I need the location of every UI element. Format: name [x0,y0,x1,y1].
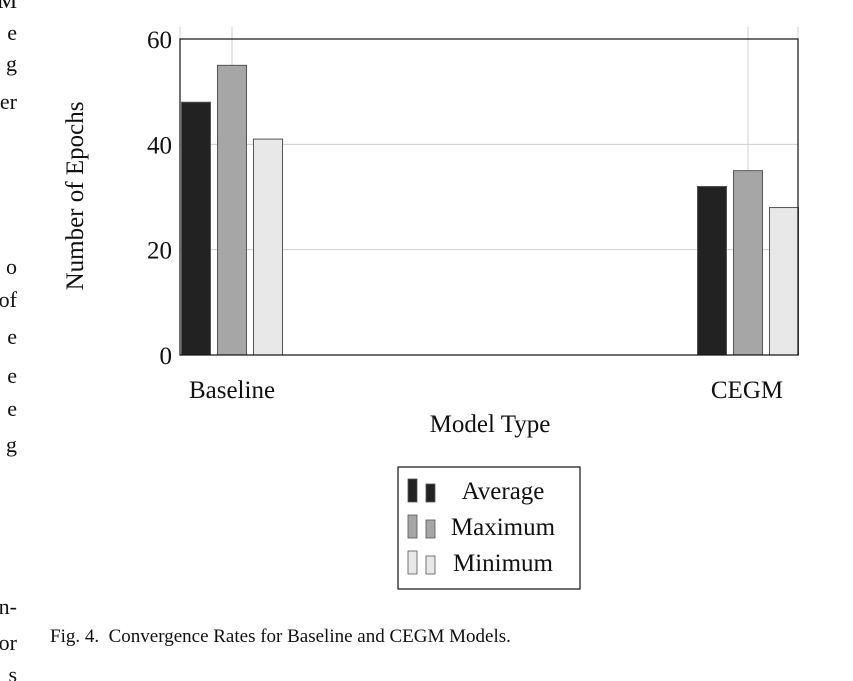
x-tick-label: CEGM [711,377,783,404]
legend-swatch [407,514,418,539]
margin-fragment: s [8,662,17,681]
bar-chart: 0 20 40 60 Baseline CEGM Number of Epochs Mo… [62,27,799,590]
y-tick-label: 0 [160,343,173,370]
legend-swatch [407,478,418,503]
legend-swatch [425,519,436,539]
margin-fragment: e [7,20,17,45]
legend-swatch [425,483,436,503]
margin-fragment: e [7,363,17,388]
legend: Average Maximum Minimum [397,466,581,590]
figure-caption-text: Convergence Rates for Baseline and CEGM … [108,626,511,647]
bar-baseline-average [181,101,211,356]
plot-frame [179,38,799,356]
margin-fragment: e [7,324,17,349]
y-tick-label: 40 [147,132,172,159]
bar-baseline-maximum [217,64,247,356]
margin-fragment: of [0,287,17,312]
margin-fragment: or [0,630,17,655]
bar-cegm-minimum [769,207,799,356]
margin-fragment: n- [0,594,17,619]
legend-entry-maximum: Maximum [407,514,556,541]
x-axis-label: Model Type [430,411,551,438]
x-tick-label: Baseline [189,377,275,404]
margin-fragment: e [7,396,17,421]
y-tick-label: 20 [147,238,172,265]
x-tick-labels: Baseline CEGM [189,377,783,404]
legend-swatch [407,550,418,575]
bar-cegm-maximum [733,170,763,356]
y-tick-labels: 0 20 40 60 [147,27,172,370]
legend-entry-minimum: Minimum [407,550,554,577]
margin-fragment: M [0,0,17,13]
left-margin-text: M e g er o of e e e g n- or s [0,0,30,681]
bar-baseline-minimum [253,138,283,356]
legend-label: Average [462,478,545,505]
margin-fragment: o [6,254,17,279]
y-tick-label: 60 [147,27,172,54]
legend-swatch [425,555,436,575]
figure-caption-label: Fig. 4. [50,626,100,647]
bars [181,64,799,356]
margin-fragment: g [6,432,17,457]
legend-label: Minimum [453,550,554,577]
margin-fragment: g [6,51,17,76]
legend-label: Maximum [451,514,556,541]
figure-caption: Fig. 4. Convergence Rates for Baseline a… [50,626,511,648]
bar-cegm-average [697,185,727,356]
margin-fragment: er [0,89,17,114]
legend-entry-average: Average [407,478,545,505]
y-axis-label: Number of Epochs [62,102,89,291]
